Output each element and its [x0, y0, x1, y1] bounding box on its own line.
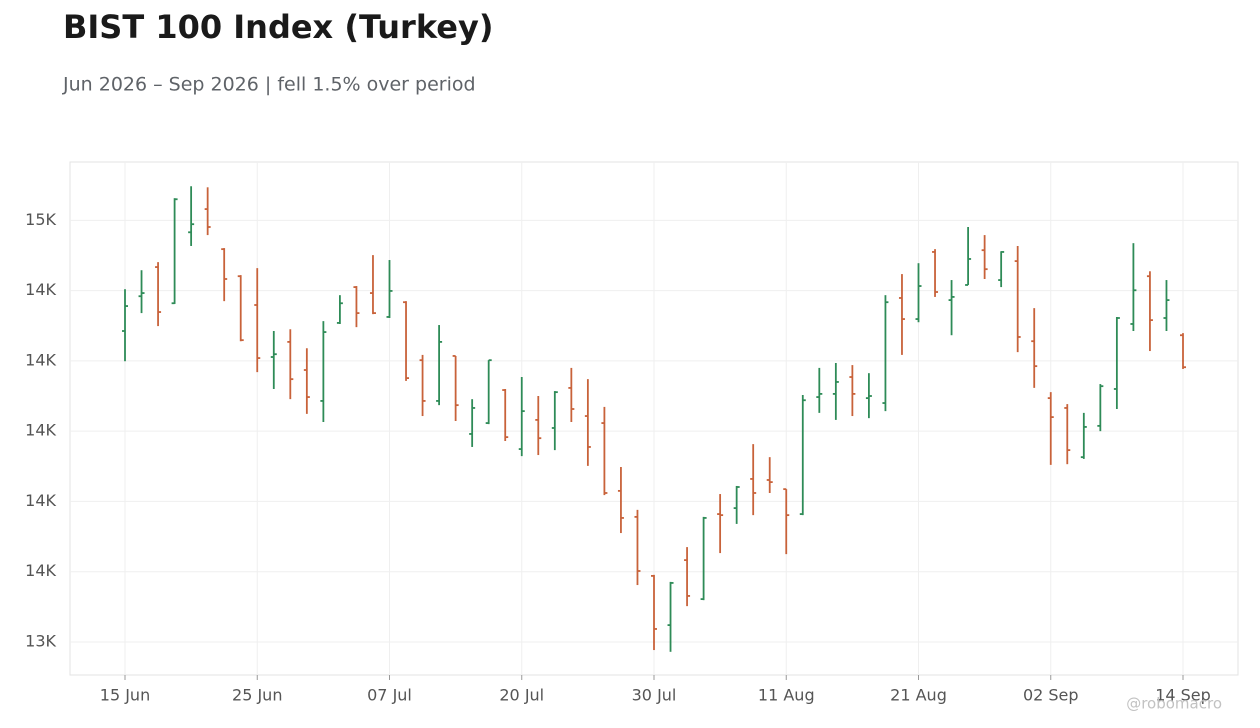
- y-tick-label: 14K: [25, 561, 56, 580]
- x-tick-label: 14 Sep: [1155, 686, 1211, 705]
- chart-title: BIST 100 Index (Turkey): [63, 8, 493, 46]
- watermark: @robomacro: [1126, 695, 1222, 713]
- y-tick-label: 15K: [25, 210, 56, 229]
- x-tick-label: 20 Jul: [499, 686, 544, 705]
- y-tick-label: 14K: [25, 350, 56, 369]
- x-tick-label: 21 Aug: [890, 686, 947, 705]
- y-tick-label: 14K: [25, 491, 56, 510]
- x-tick-label: 07 Jul: [367, 686, 412, 705]
- x-tick-label: 02 Sep: [1023, 686, 1079, 705]
- x-tick-label: 15 Jun: [100, 686, 150, 705]
- chart-subtitle: Jun 2026 – Sep 2026 | fell 1.5% over per…: [62, 74, 476, 96]
- y-tick-label: 14K: [25, 421, 56, 440]
- x-tick-label: 11 Aug: [758, 686, 815, 705]
- x-tick-label: 30 Jul: [632, 686, 677, 705]
- y-tick-label: 14K: [25, 280, 56, 299]
- y-tick-label: 13K: [25, 631, 56, 650]
- x-tick-label: 25 Jun: [232, 686, 282, 705]
